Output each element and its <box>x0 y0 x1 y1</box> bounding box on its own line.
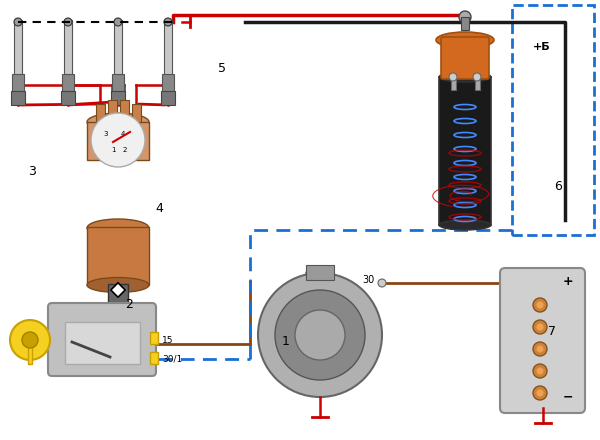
Ellipse shape <box>439 220 491 230</box>
Ellipse shape <box>87 113 149 131</box>
FancyBboxPatch shape <box>500 268 585 413</box>
Bar <box>112 74 124 92</box>
FancyBboxPatch shape <box>441 37 489 79</box>
Circle shape <box>533 364 547 378</box>
Ellipse shape <box>306 268 334 278</box>
Bar <box>107 100 116 118</box>
Circle shape <box>258 273 382 397</box>
Bar <box>306 265 334 280</box>
Bar <box>111 91 125 105</box>
Text: 4: 4 <box>121 131 125 137</box>
Text: 15: 15 <box>162 335 173 345</box>
Bar <box>161 91 175 105</box>
FancyBboxPatch shape <box>48 303 156 376</box>
Circle shape <box>378 279 386 287</box>
Circle shape <box>536 389 544 396</box>
Text: 3: 3 <box>28 165 36 178</box>
Bar <box>461 17 469 30</box>
Circle shape <box>533 386 547 400</box>
Bar <box>439 77 491 225</box>
Circle shape <box>22 332 38 348</box>
Circle shape <box>533 298 547 312</box>
Bar <box>475 76 479 90</box>
Circle shape <box>91 113 145 167</box>
Text: 30/1: 30/1 <box>162 355 182 363</box>
Text: −: − <box>563 390 574 403</box>
Circle shape <box>473 73 481 81</box>
Circle shape <box>295 310 345 360</box>
Bar <box>95 104 104 122</box>
Bar <box>87 227 149 285</box>
Bar <box>64 20 72 75</box>
Bar <box>150 332 158 344</box>
Circle shape <box>536 367 544 374</box>
Bar <box>87 122 149 160</box>
Circle shape <box>275 290 365 380</box>
Polygon shape <box>111 283 125 297</box>
Bar <box>14 20 22 75</box>
Bar <box>11 91 25 105</box>
Bar <box>61 91 75 105</box>
Circle shape <box>14 18 22 26</box>
Bar <box>119 100 128 118</box>
Text: 7: 7 <box>548 325 556 338</box>
Circle shape <box>533 342 547 356</box>
Bar <box>28 339 32 364</box>
Circle shape <box>10 320 50 360</box>
Bar <box>12 74 24 92</box>
Text: 6: 6 <box>554 180 562 193</box>
Text: 5: 5 <box>218 62 226 75</box>
Text: +: + <box>563 275 574 288</box>
Bar <box>150 352 158 364</box>
Bar <box>451 76 455 90</box>
Bar <box>114 20 122 75</box>
Circle shape <box>449 73 457 81</box>
Bar <box>62 74 74 92</box>
Circle shape <box>536 301 544 308</box>
Circle shape <box>64 18 72 26</box>
Text: 1: 1 <box>111 147 115 153</box>
Text: 30: 30 <box>362 275 374 285</box>
Circle shape <box>536 345 544 352</box>
Circle shape <box>164 18 172 26</box>
Bar <box>65 322 140 364</box>
Text: 3: 3 <box>104 131 108 137</box>
Bar <box>108 284 128 320</box>
Circle shape <box>533 320 547 334</box>
Circle shape <box>536 323 544 330</box>
Text: 4: 4 <box>155 202 163 215</box>
Ellipse shape <box>436 32 494 48</box>
Bar <box>164 20 172 75</box>
Text: 2: 2 <box>123 147 127 153</box>
Ellipse shape <box>87 278 149 293</box>
Ellipse shape <box>87 219 149 237</box>
Circle shape <box>114 18 122 26</box>
Text: 1: 1 <box>282 335 290 348</box>
Circle shape <box>459 11 471 23</box>
Bar <box>512 5 594 235</box>
Bar <box>162 74 174 92</box>
Text: +Б: +Б <box>533 42 551 52</box>
Ellipse shape <box>439 72 491 82</box>
Text: 2: 2 <box>125 298 133 311</box>
Bar <box>131 104 140 122</box>
